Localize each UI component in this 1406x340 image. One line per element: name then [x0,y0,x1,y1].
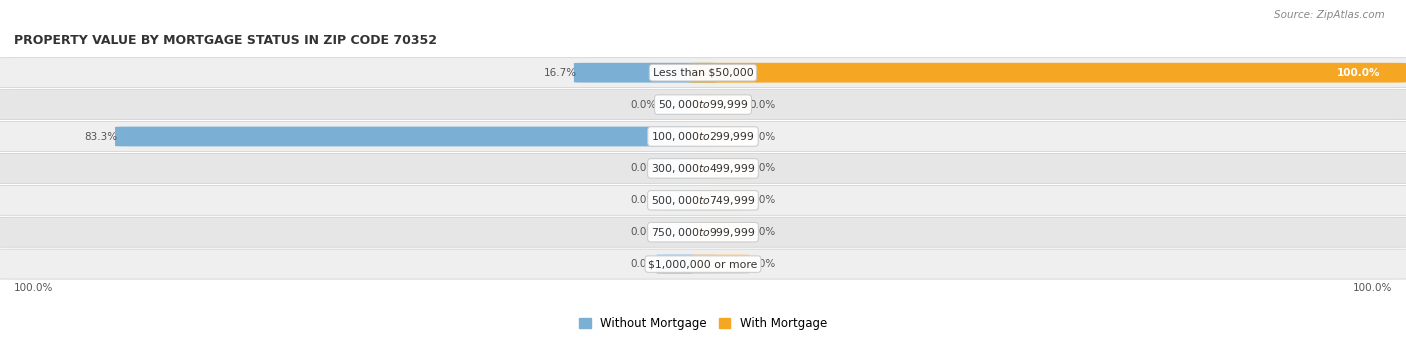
Text: $100,000 to $299,999: $100,000 to $299,999 [651,130,755,143]
FancyBboxPatch shape [692,95,749,115]
Text: 0.0%: 0.0% [630,195,657,205]
FancyBboxPatch shape [0,90,1406,120]
Text: $300,000 to $499,999: $300,000 to $499,999 [651,162,755,175]
Text: Less than $50,000: Less than $50,000 [652,68,754,78]
FancyBboxPatch shape [657,158,714,178]
Text: 0.0%: 0.0% [749,259,776,269]
Text: $500,000 to $749,999: $500,000 to $749,999 [651,194,755,207]
Legend: Without Mortgage, With Mortgage: Without Mortgage, With Mortgage [574,312,832,335]
Text: 0.0%: 0.0% [749,195,776,205]
FancyBboxPatch shape [0,58,1406,88]
FancyBboxPatch shape [0,217,1406,247]
Text: $50,000 to $99,999: $50,000 to $99,999 [658,98,748,111]
Text: 83.3%: 83.3% [84,132,118,141]
Text: $750,000 to $999,999: $750,000 to $999,999 [651,226,755,239]
FancyBboxPatch shape [689,63,1406,83]
Text: 0.0%: 0.0% [749,100,776,109]
FancyBboxPatch shape [0,121,1406,152]
Text: 0.0%: 0.0% [630,227,657,237]
Text: 0.0%: 0.0% [630,259,657,269]
Text: PROPERTY VALUE BY MORTGAGE STATUS IN ZIP CODE 70352: PROPERTY VALUE BY MORTGAGE STATUS IN ZIP… [14,34,437,47]
Text: $1,000,000 or more: $1,000,000 or more [648,259,758,269]
Text: 0.0%: 0.0% [749,164,776,173]
Text: Source: ZipAtlas.com: Source: ZipAtlas.com [1274,10,1385,20]
FancyBboxPatch shape [574,63,717,83]
FancyBboxPatch shape [657,190,714,210]
Text: 100.0%: 100.0% [1337,68,1381,78]
Text: 100.0%: 100.0% [1353,283,1392,293]
Text: 100.0%: 100.0% [14,283,53,293]
FancyBboxPatch shape [0,153,1406,183]
FancyBboxPatch shape [0,249,1406,279]
FancyBboxPatch shape [692,127,749,146]
Text: 16.7%: 16.7% [544,68,576,78]
Text: 0.0%: 0.0% [630,164,657,173]
FancyBboxPatch shape [657,95,714,115]
FancyBboxPatch shape [692,190,749,210]
FancyBboxPatch shape [657,222,714,242]
FancyBboxPatch shape [115,126,717,147]
Text: 0.0%: 0.0% [749,132,776,141]
FancyBboxPatch shape [692,254,749,274]
FancyBboxPatch shape [692,222,749,242]
Text: 0.0%: 0.0% [749,227,776,237]
Text: 0.0%: 0.0% [630,100,657,109]
FancyBboxPatch shape [0,185,1406,215]
FancyBboxPatch shape [657,254,714,274]
FancyBboxPatch shape [692,158,749,178]
